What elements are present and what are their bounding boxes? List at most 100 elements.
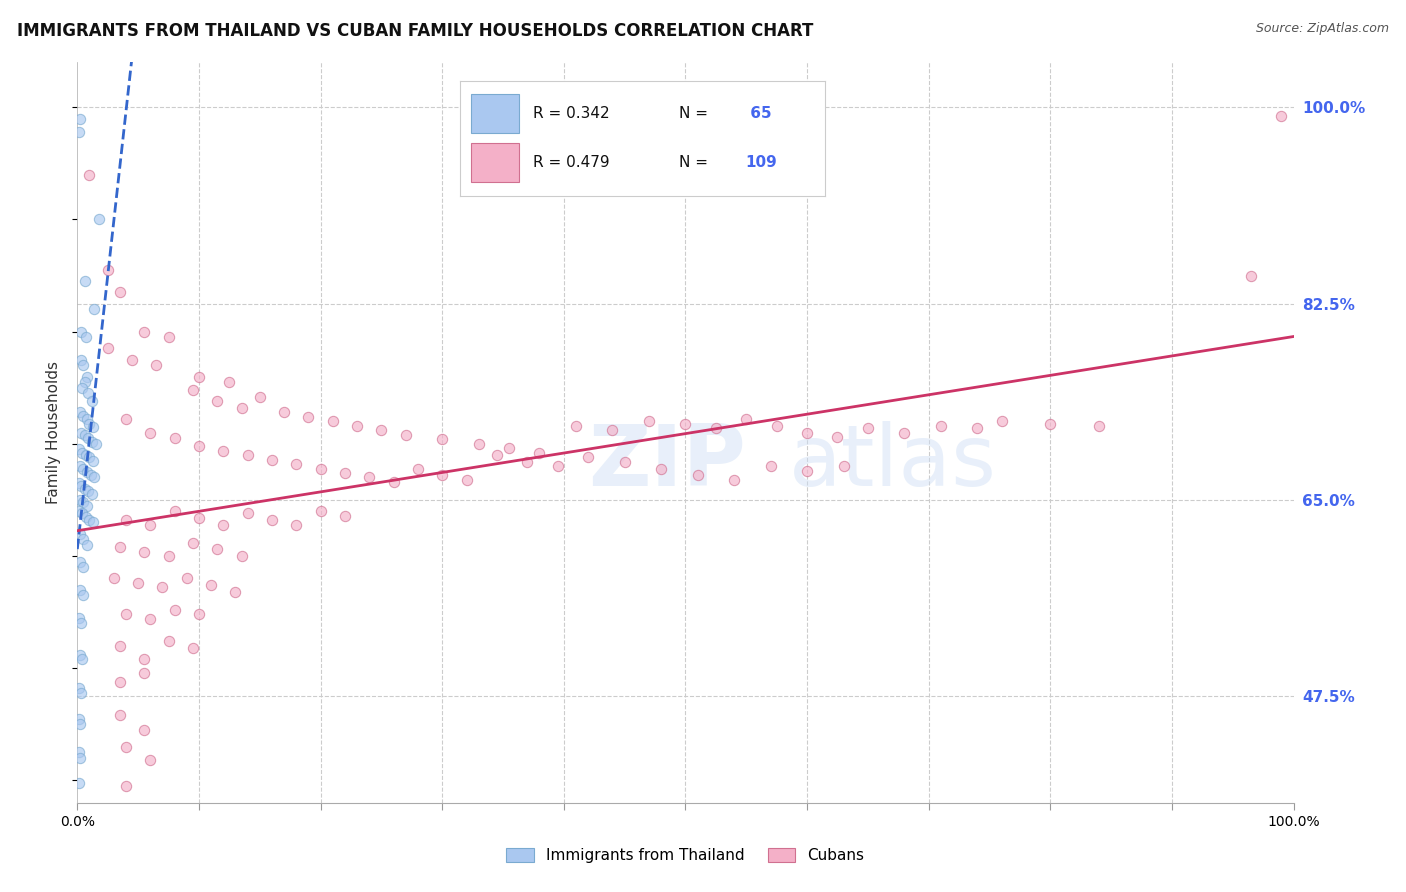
- Point: [75, 509, 97, 524]
- Point: [395, 428, 418, 442]
- Point: [1088, 418, 1111, 433]
- Point: [576, 450, 599, 465]
- Point: [115, 739, 138, 754]
- Point: [72, 409, 94, 423]
- Point: [127, 576, 149, 591]
- Point: [73, 428, 96, 442]
- Point: [723, 473, 745, 487]
- Point: [83, 302, 105, 317]
- Point: [273, 405, 295, 419]
- Point: [297, 409, 319, 424]
- Point: [181, 535, 204, 549]
- Point: [70, 616, 93, 631]
- Point: [134, 544, 156, 558]
- Point: [157, 330, 180, 344]
- Point: [990, 414, 1012, 428]
- Point: [139, 612, 162, 626]
- Point: [796, 464, 818, 478]
- Text: ZIP: ZIP: [588, 421, 745, 504]
- Point: [80, 468, 103, 483]
- Point: [498, 442, 520, 456]
- Point: [759, 459, 782, 474]
- Point: [929, 418, 952, 433]
- Point: [82, 420, 104, 434]
- Y-axis label: Family Households: Family Households: [46, 361, 62, 504]
- Point: [188, 369, 211, 384]
- Point: [79, 513, 101, 527]
- Point: [893, 425, 915, 440]
- Point: [134, 652, 156, 666]
- Point: [333, 508, 356, 523]
- Point: [212, 443, 235, 458]
- Text: Source: ZipAtlas.com: Source: ZipAtlas.com: [1256, 22, 1389, 36]
- Point: [285, 457, 308, 471]
- Point: [516, 455, 538, 469]
- Point: [69, 717, 91, 731]
- Point: [79, 417, 101, 431]
- Point: [966, 421, 988, 435]
- Point: [83, 470, 105, 484]
- Point: [157, 549, 180, 563]
- Point: [69, 112, 91, 126]
- Point: [675, 417, 697, 431]
- Point: [115, 412, 138, 426]
- Point: [82, 516, 104, 530]
- Point: [638, 414, 661, 428]
- Point: [145, 359, 167, 373]
- Point: [72, 359, 94, 373]
- Point: [176, 571, 198, 585]
- Point: [67, 775, 90, 789]
- Point: [134, 325, 156, 339]
- Point: [82, 453, 104, 467]
- Point: [67, 712, 90, 726]
- Point: [1240, 268, 1263, 283]
- Point: [134, 665, 156, 680]
- Point: [704, 421, 727, 435]
- Point: [456, 473, 478, 487]
- Point: [333, 466, 356, 480]
- Point: [139, 517, 162, 532]
- Point: [108, 285, 131, 300]
- Point: [735, 412, 758, 426]
- Point: [73, 274, 96, 288]
- Point: [212, 517, 235, 532]
- Point: [103, 571, 125, 585]
- Point: [309, 504, 332, 518]
- Point: [67, 681, 90, 696]
- Point: [382, 475, 405, 489]
- Point: [139, 425, 162, 440]
- Point: [70, 446, 93, 460]
- Point: [115, 779, 138, 793]
- Point: [84, 437, 107, 451]
- Text: atlas: atlas: [789, 421, 997, 504]
- Point: [89, 212, 111, 227]
- Point: [72, 461, 94, 475]
- Point: [108, 674, 131, 689]
- Point: [108, 708, 131, 723]
- Point: [231, 401, 253, 415]
- Point: [69, 648, 91, 662]
- Point: [70, 352, 93, 367]
- Point: [70, 479, 93, 493]
- Point: [67, 745, 90, 759]
- Point: [602, 423, 624, 437]
- Point: [80, 434, 103, 449]
- Point: [309, 461, 332, 475]
- Legend: Immigrants from Thailand, Cubans: Immigrants from Thailand, Cubans: [501, 842, 870, 869]
- Point: [121, 352, 143, 367]
- Point: [236, 448, 259, 462]
- Point: [565, 418, 588, 433]
- Point: [72, 495, 94, 509]
- Point: [346, 418, 368, 433]
- Point: [485, 448, 508, 462]
- Point: [613, 455, 636, 469]
- Point: [181, 640, 204, 655]
- Point: [650, 461, 672, 475]
- Point: [76, 499, 98, 513]
- Point: [370, 423, 392, 437]
- Point: [69, 459, 91, 474]
- Point: [76, 465, 98, 479]
- Point: [67, 504, 90, 518]
- Point: [76, 538, 98, 552]
- Point: [181, 383, 204, 397]
